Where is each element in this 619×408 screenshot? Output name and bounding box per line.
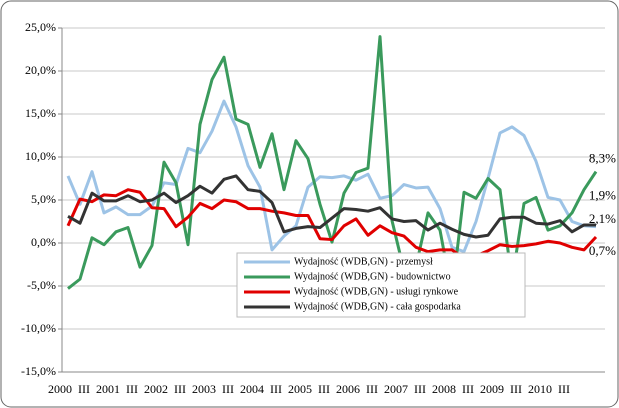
x-tick-label: III bbox=[174, 382, 186, 396]
legend-label: Wydajność (WDB,GN) - przemysł bbox=[294, 256, 433, 267]
x-tick-label: 2001 bbox=[96, 382, 120, 396]
y-tick-label: 15,0% bbox=[25, 106, 56, 120]
series-line bbox=[66, 188, 598, 260]
x-tick-label: III bbox=[222, 382, 234, 396]
y-tick-label: 5,0% bbox=[31, 192, 56, 206]
x-tick-label: III bbox=[126, 382, 138, 396]
y-tick-label: -5,0% bbox=[27, 278, 56, 292]
legend-label: Wydajność (WDB,GN) - budownictwo bbox=[294, 271, 451, 282]
legend-label: Wydajność (WDB,GN) - cała gospodarka bbox=[294, 301, 461, 312]
x-tick-label: 2008 bbox=[432, 382, 456, 396]
x-tick-label: III bbox=[270, 382, 282, 396]
y-tick-label: 25,0% bbox=[25, 20, 56, 34]
data-label: 0,7% bbox=[589, 243, 616, 258]
legend-label: Wydajność (WDB,GN) - usługi rynkowe bbox=[294, 286, 459, 297]
x-tick-label: 2005 bbox=[288, 382, 312, 396]
x-tick-label: 2004 bbox=[240, 382, 264, 396]
y-tick-label: -10,0% bbox=[21, 321, 56, 335]
x-tick-label: III bbox=[414, 382, 426, 396]
x-tick-label: 2010 bbox=[528, 382, 552, 396]
x-tick-label: III bbox=[510, 382, 522, 396]
series-line bbox=[67, 35, 598, 297]
y-tick-label: 0,0% bbox=[31, 235, 56, 249]
x-tick-label: 2003 bbox=[192, 382, 216, 396]
x-tick-label: 2009 bbox=[480, 382, 504, 396]
x-tick-label: III bbox=[366, 382, 378, 396]
legend: Wydajność (WDB,GN) - przemysł Wydajność (… bbox=[236, 252, 526, 318]
data-label: 8,3% bbox=[589, 151, 616, 166]
x-tick-label: III bbox=[318, 382, 330, 396]
data-label: 1,9% bbox=[589, 188, 616, 203]
series-line bbox=[67, 174, 596, 239]
legend-box bbox=[236, 252, 526, 318]
x-tick-label: III bbox=[462, 382, 474, 396]
y-tick-label: 20,0% bbox=[25, 63, 56, 77]
data-label: 2,1% bbox=[589, 211, 616, 226]
x-tick-label: 2000 bbox=[48, 382, 72, 396]
x-tick-label: III bbox=[78, 382, 90, 396]
y-tick-label: 10,0% bbox=[25, 149, 56, 163]
x-tick-label: 2002 bbox=[144, 382, 168, 396]
x-tick-label: III bbox=[558, 382, 570, 396]
y-tick-label: -15,0% bbox=[21, 364, 56, 378]
x-tick-label: 2007 bbox=[384, 382, 408, 396]
x-tick-label: 2006 bbox=[336, 382, 360, 396]
